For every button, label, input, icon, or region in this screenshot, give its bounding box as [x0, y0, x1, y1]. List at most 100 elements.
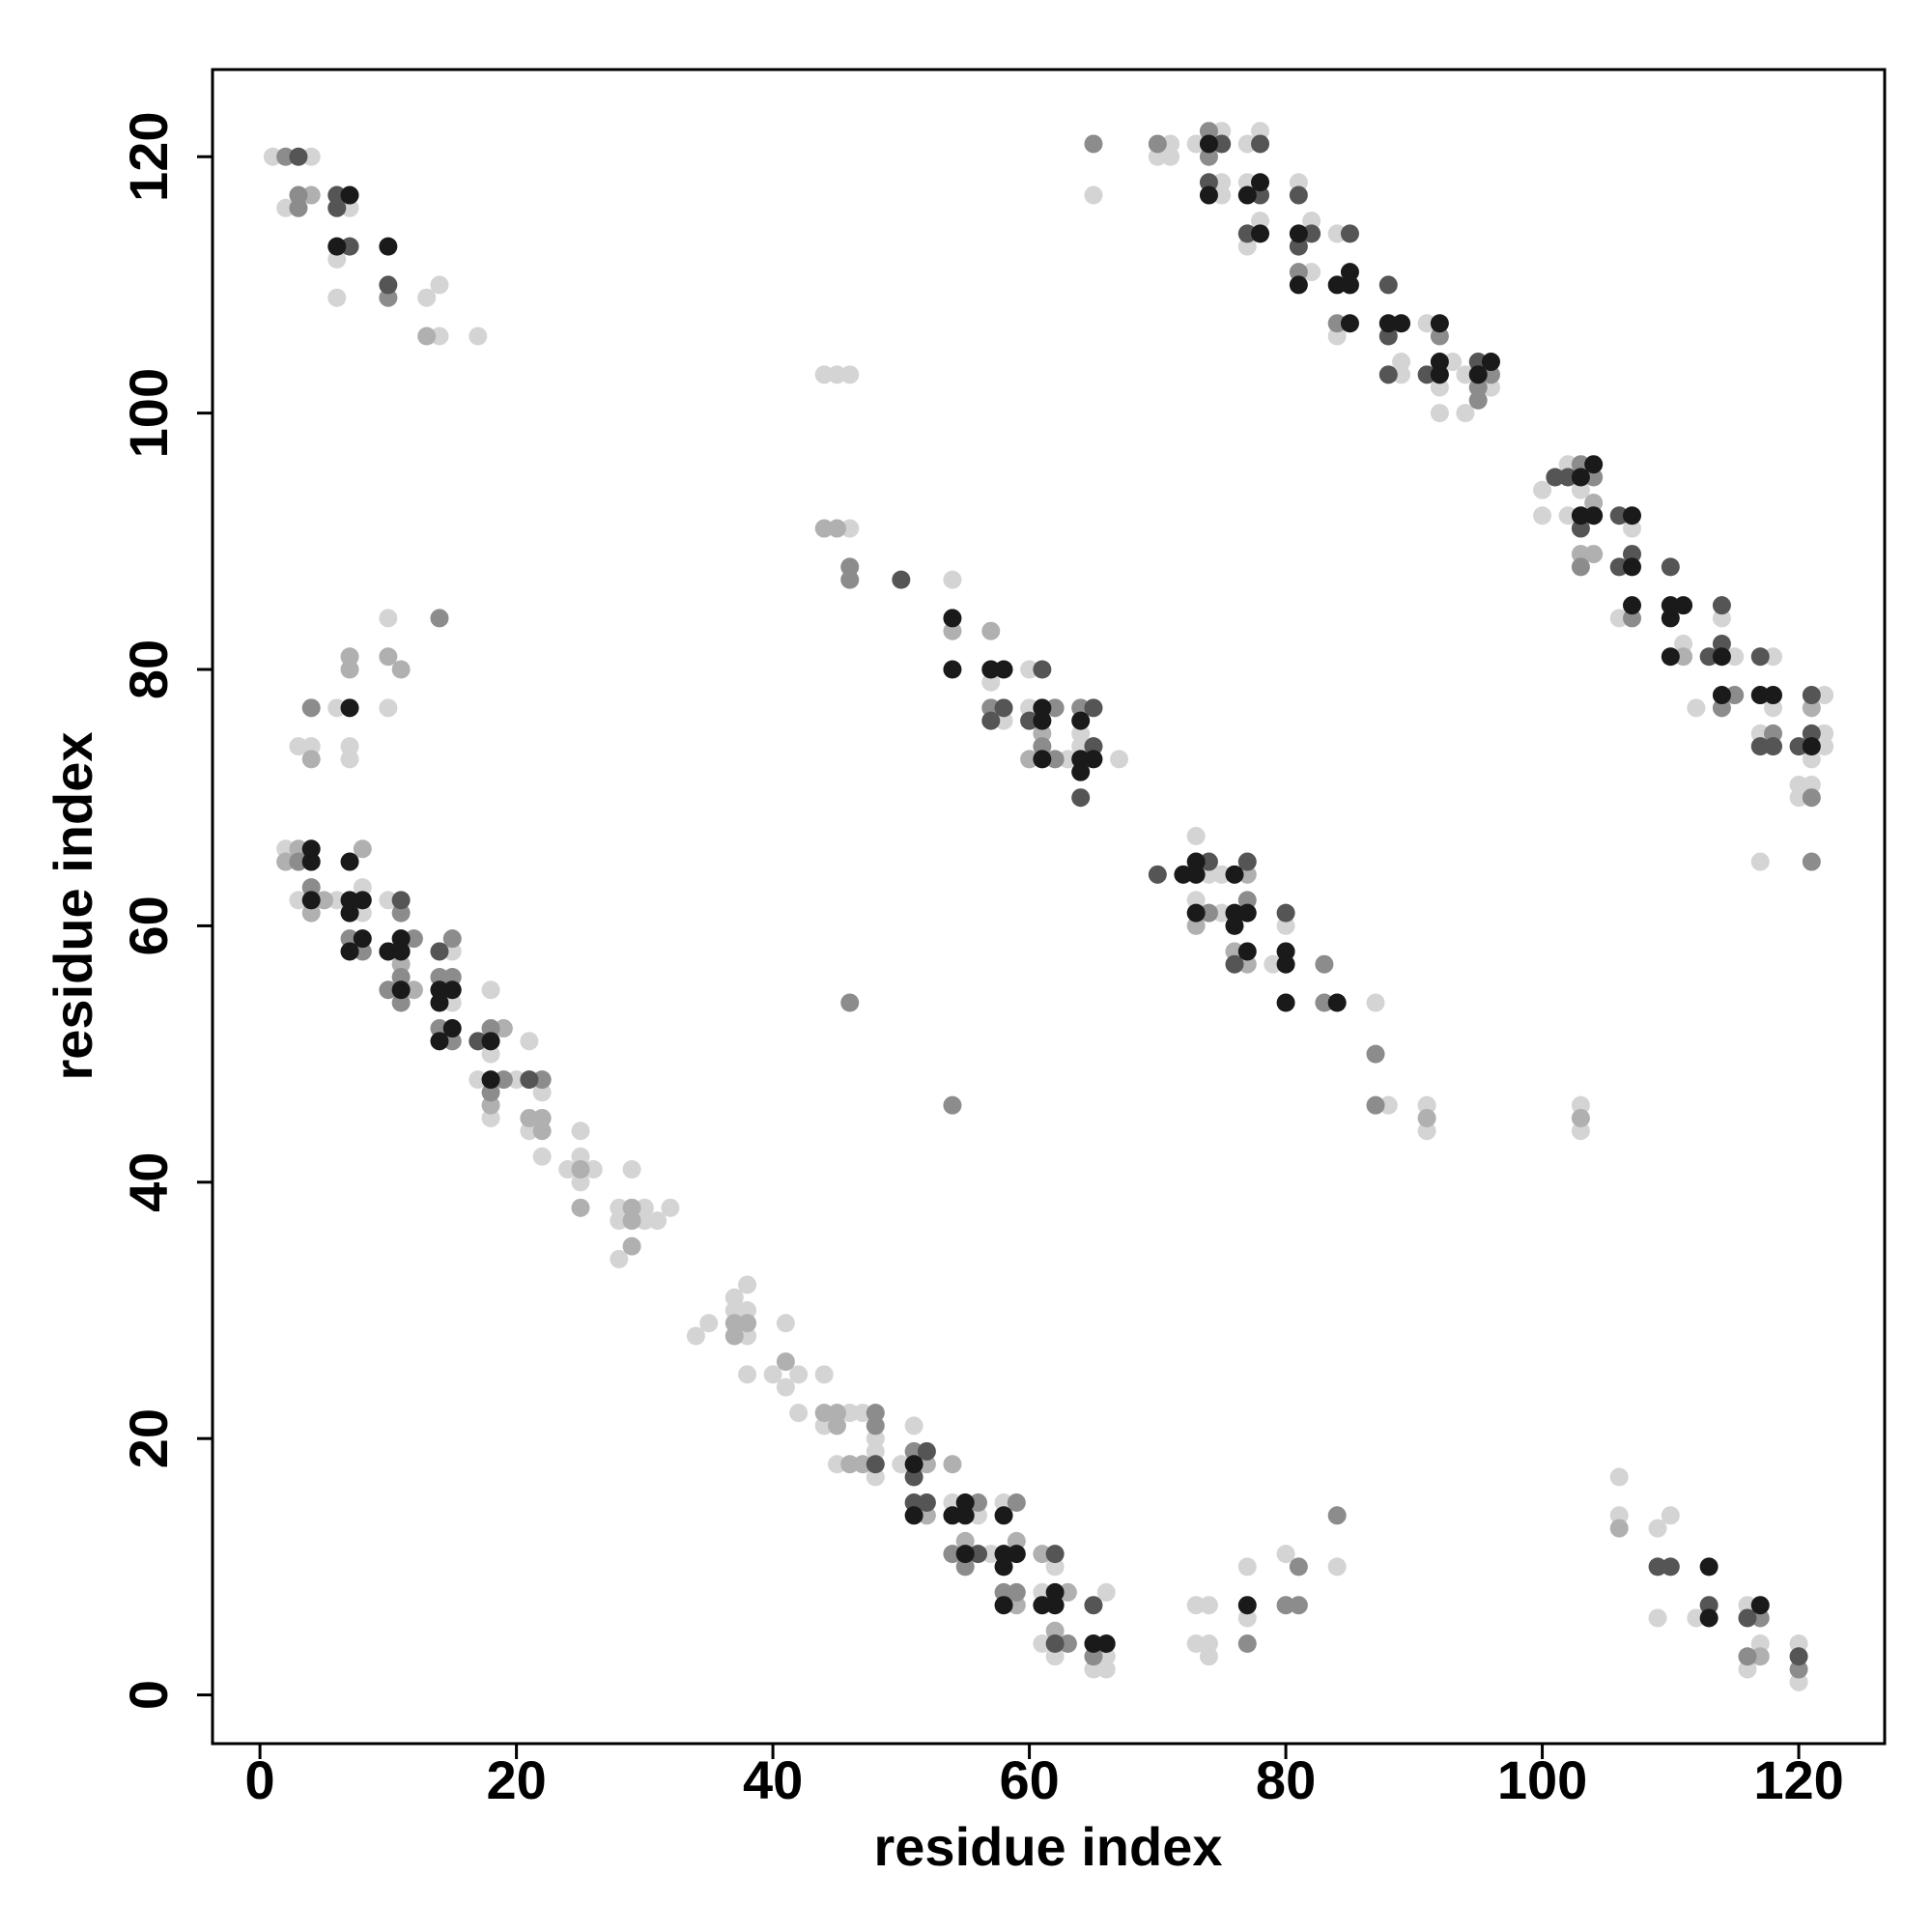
point: [404, 929, 423, 949]
point: [1327, 224, 1347, 243]
point: [789, 1365, 809, 1384]
point: [1007, 1493, 1026, 1513]
point: [1802, 750, 1821, 769]
x-tick-label: 0: [245, 1749, 275, 1810]
point: [1199, 122, 1218, 141]
point: [1045, 1557, 1065, 1577]
point: [520, 1108, 539, 1127]
point: [571, 1173, 590, 1192]
point: [481, 1070, 500, 1090]
point: [1225, 865, 1244, 884]
point: [840, 1404, 860, 1423]
point: [892, 1455, 911, 1474]
point: [866, 1404, 885, 1423]
point: [469, 1032, 488, 1051]
point: [776, 1314, 795, 1333]
point: [866, 1467, 885, 1487]
point: [917, 1455, 936, 1474]
point: [1186, 827, 1206, 846]
point: [1712, 596, 1731, 615]
point: [1468, 378, 1488, 397]
point: [1661, 1557, 1680, 1577]
point: [738, 1314, 757, 1333]
point: [610, 1211, 629, 1231]
point: [327, 698, 347, 718]
point: [1276, 1545, 1295, 1564]
x-axis-title: residue index: [873, 1816, 1222, 1877]
point: [301, 750, 321, 769]
point: [1199, 852, 1218, 871]
point: [1212, 134, 1232, 154]
point: [1661, 1506, 1680, 1525]
point: [1225, 954, 1244, 974]
point: [1186, 1634, 1206, 1653]
point: [1110, 750, 1129, 769]
point: [481, 1032, 500, 1051]
point: [1815, 737, 1834, 756]
point: [904, 1455, 923, 1474]
point: [1186, 1596, 1206, 1615]
point: [994, 660, 1013, 679]
point: [1571, 1095, 1590, 1115]
point: [391, 891, 411, 910]
point: [1430, 314, 1449, 333]
point: [327, 288, 347, 307]
point: [391, 980, 411, 1000]
point: [1033, 1634, 1052, 1653]
point: [1430, 404, 1449, 423]
y-axis-title: residue index: [43, 731, 103, 1080]
point: [1315, 993, 1334, 1012]
point: [1237, 954, 1257, 974]
point: [507, 1070, 526, 1090]
point: [776, 1352, 795, 1372]
point: [1725, 686, 1745, 705]
point: [1302, 263, 1321, 282]
point: [1417, 1122, 1436, 1141]
point: [327, 891, 347, 910]
point: [276, 198, 296, 217]
point: [1571, 1122, 1590, 1141]
point: [1199, 1647, 1218, 1666]
point: [301, 852, 321, 871]
point: [379, 609, 398, 628]
point: [430, 327, 449, 346]
point: [1237, 891, 1257, 910]
point: [763, 1365, 782, 1384]
point: [442, 980, 462, 1000]
point: [955, 1506, 975, 1525]
point: [635, 1198, 654, 1217]
point: [263, 147, 282, 166]
point: [340, 737, 359, 756]
points: [263, 122, 1834, 1691]
point: [840, 1455, 860, 1474]
point: [789, 1404, 809, 1423]
point: [1750, 852, 1770, 871]
point: [1071, 737, 1091, 756]
point: [301, 903, 321, 923]
point: [1199, 134, 1218, 154]
point: [532, 1122, 552, 1141]
point: [327, 249, 347, 269]
point: [289, 185, 308, 205]
point: [520, 1070, 539, 1090]
point: [1096, 1647, 1116, 1666]
point: [610, 1249, 629, 1268]
point: [1148, 134, 1167, 154]
point: [1430, 327, 1449, 346]
point: [1661, 609, 1680, 628]
point: [1725, 647, 1745, 667]
point: [1289, 224, 1308, 243]
point: [994, 1545, 1013, 1564]
point: [1481, 378, 1500, 397]
point: [1609, 609, 1629, 628]
point: [738, 1300, 757, 1320]
point: [340, 929, 359, 949]
point: [1071, 711, 1091, 730]
point: [1186, 891, 1206, 910]
point: [840, 519, 860, 538]
point: [917, 1493, 936, 1513]
point: [1264, 954, 1283, 974]
point: [1289, 1557, 1308, 1577]
point: [1468, 353, 1488, 372]
point: [981, 621, 1001, 640]
